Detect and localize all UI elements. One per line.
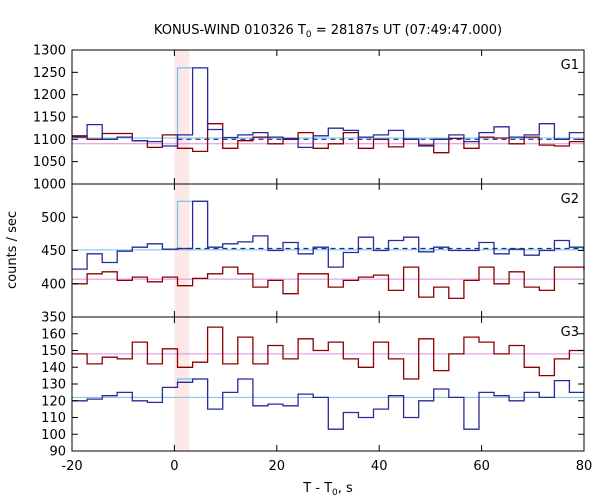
x-tick-label: 80 xyxy=(576,459,593,474)
panel-label: G1 xyxy=(561,58,579,73)
y-tick-label: 110 xyxy=(41,411,66,426)
panel-label: G2 xyxy=(561,192,579,207)
y-tick-label: 1150 xyxy=(33,111,66,126)
series-red xyxy=(72,326,584,380)
y-tick-label: 400 xyxy=(41,277,66,292)
y-tick-label: 1300 xyxy=(33,44,66,59)
x-tick-label: 0 xyxy=(170,459,178,474)
y-tick-label: 100 xyxy=(41,428,66,443)
y-tick-label: 90 xyxy=(49,445,66,460)
y-tick-label: 1050 xyxy=(33,155,66,170)
highlight-band xyxy=(174,184,190,317)
y-tick-label: 1200 xyxy=(33,88,66,103)
highlight-band xyxy=(174,317,190,451)
y-tick-label: 1100 xyxy=(33,133,66,148)
series-blue xyxy=(72,200,584,270)
x-tick-label: 40 xyxy=(371,459,388,474)
y-tick-label: 160 xyxy=(41,327,66,342)
y-tick-label: 500 xyxy=(41,211,66,226)
y-tick-label: 450 xyxy=(41,244,66,259)
series-red xyxy=(72,266,585,300)
y-tick-label: 150 xyxy=(41,344,66,359)
panel-label: G3 xyxy=(561,325,579,340)
series-red xyxy=(72,123,584,154)
y-tick-label: 1000 xyxy=(33,178,66,193)
x-tick-label: -20 xyxy=(61,459,82,474)
panel-g2: 350 400 450 500 G2 xyxy=(41,183,585,326)
highlight-band xyxy=(174,50,190,184)
panel-g1: 1000 1050 1100 1150 1200 1250 1300 G1 xyxy=(33,44,585,193)
chart-title: KONUS-WIND 010326 T0 = 28187s UT (07:49:… xyxy=(154,23,502,40)
y-tick-label: 350 xyxy=(41,311,66,326)
x-tick-label: 20 xyxy=(269,459,286,474)
series-blue xyxy=(72,67,584,149)
panel-frame xyxy=(71,316,585,452)
y-tick-label: 1250 xyxy=(33,66,66,81)
y-tick-label: 140 xyxy=(41,361,66,376)
y-axis-title: counts / sec xyxy=(5,211,20,289)
y-tick-label: 130 xyxy=(41,378,66,393)
panel-frame xyxy=(71,49,585,185)
x-tick-label: 60 xyxy=(473,459,490,474)
series-blue xyxy=(72,378,584,430)
y-tick-label: 120 xyxy=(41,394,66,409)
x-axis-title: T - T0, s xyxy=(302,481,353,498)
